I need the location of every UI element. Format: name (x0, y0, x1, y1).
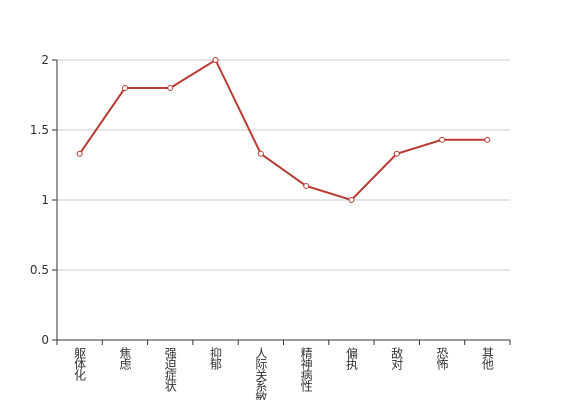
y-tick-label: 0 (41, 333, 49, 347)
x-tick-label: 偏执 (344, 346, 358, 371)
y-tick-label: 1.5 (30, 123, 49, 137)
x-tick-label: 抑郁 (209, 346, 223, 371)
y-tick-label: 1 (41, 193, 49, 207)
point (121, 85, 128, 91)
point (348, 197, 355, 203)
point (167, 85, 174, 91)
point (76, 150, 83, 157)
x-tick-label: 躯体化 (73, 346, 87, 382)
x-tick-label: 恐怖 (435, 347, 449, 370)
x-tick-label: 强迫症状 (163, 347, 177, 392)
line (78, 58, 488, 202)
point (484, 136, 491, 143)
x-tick-label: 敌对 (390, 346, 404, 370)
y-tick-label: 0.5 (30, 263, 49, 277)
x-tick-label: 精神病性 (299, 347, 313, 393)
y-tick-label: 2 (41, 53, 49, 67)
x-tick-label: 其他 (480, 347, 494, 370)
x-tick-label: 焦虑 (118, 347, 132, 370)
x-tick-label: 人际关系敏感 (254, 347, 268, 400)
point (257, 150, 264, 157)
point (212, 57, 219, 63)
point (393, 150, 400, 157)
point (303, 183, 310, 189)
point (439, 136, 446, 143)
